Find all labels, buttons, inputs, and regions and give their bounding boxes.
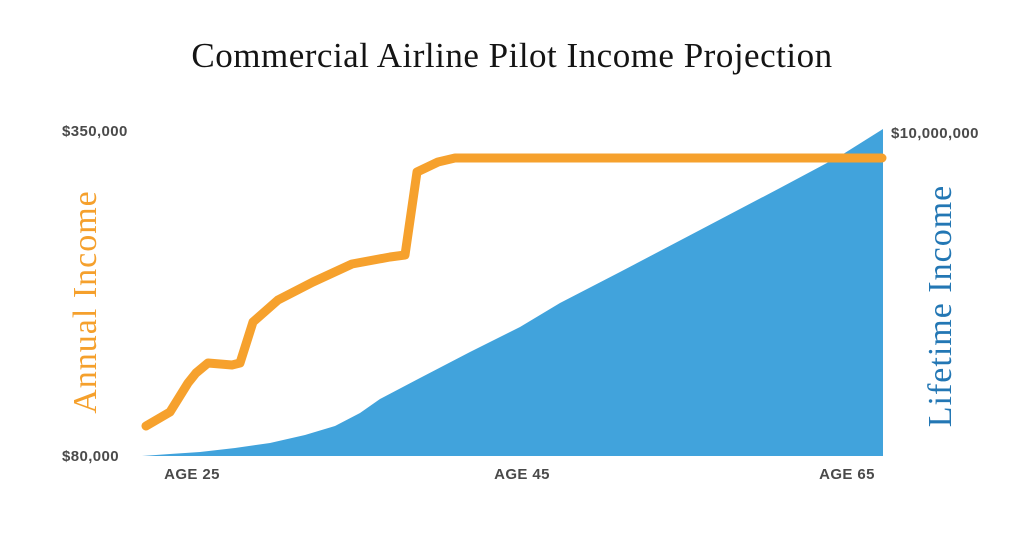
chart-title: Commercial Airline Pilot Income Projecti… [191,36,833,75]
left-axis-max-label: $350,000 [62,123,128,140]
annual-income-line [141,153,887,431]
lifetime-income-area [142,129,883,456]
x-axis-tick-age-65: AGE 65 [819,466,875,483]
x-axis-tick-age-45: AGE 45 [494,466,550,483]
x-axis-tick-age-25: AGE 25 [164,466,220,483]
left-axis-min-label: $80,000 [62,448,120,465]
right-axis-max-label: $10,000,000 [891,125,979,142]
